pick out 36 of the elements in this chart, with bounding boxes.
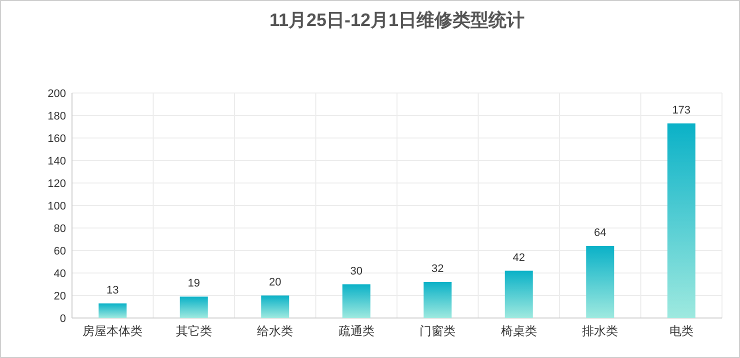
y-tick-label: 40	[54, 268, 66, 280]
data-label: 13	[106, 284, 119, 296]
data-label: 30	[350, 265, 362, 278]
x-tick-label: 房屋本体类	[82, 324, 143, 338]
x-tick-label: 疏通类	[338, 324, 374, 338]
y-tick-label: 140	[48, 156, 66, 168]
data-label: 20	[269, 276, 282, 288]
data-label: 42	[512, 252, 525, 264]
data-label: 173	[672, 104, 691, 116]
data-label: 19	[188, 278, 200, 290]
bar	[424, 282, 452, 318]
y-tick-label: 0	[60, 313, 66, 325]
x-tick-label: 电类	[669, 324, 694, 338]
data-label: 64	[594, 227, 606, 239]
y-tick-label: 120	[48, 178, 66, 190]
y-tick-label: 20	[54, 290, 66, 302]
y-tick-label: 200	[48, 88, 66, 100]
x-tick-label: 其它类	[176, 324, 212, 338]
x-tick-label: 门窗类	[420, 324, 456, 338]
bar	[98, 303, 127, 318]
bar	[261, 296, 290, 318]
y-tick-label: 60	[54, 246, 66, 258]
data-label: 32	[432, 263, 444, 275]
bar	[586, 246, 614, 318]
x-tick-label: 给水类	[257, 324, 294, 338]
x-tick-label: 椅桌类	[500, 324, 537, 338]
bar	[342, 284, 370, 318]
chart-title: 11月25日-12月1日维修类型统计	[269, 10, 525, 30]
bar	[667, 123, 696, 318]
x-tick-label: 排水类	[582, 324, 618, 338]
y-tick-label: 80	[54, 223, 66, 235]
y-tick-label: 180	[48, 110, 66, 122]
bar	[504, 270, 533, 318]
y-tick-label: 100	[48, 200, 66, 212]
y-tick-label: 160	[48, 133, 66, 145]
bar	[180, 296, 208, 318]
